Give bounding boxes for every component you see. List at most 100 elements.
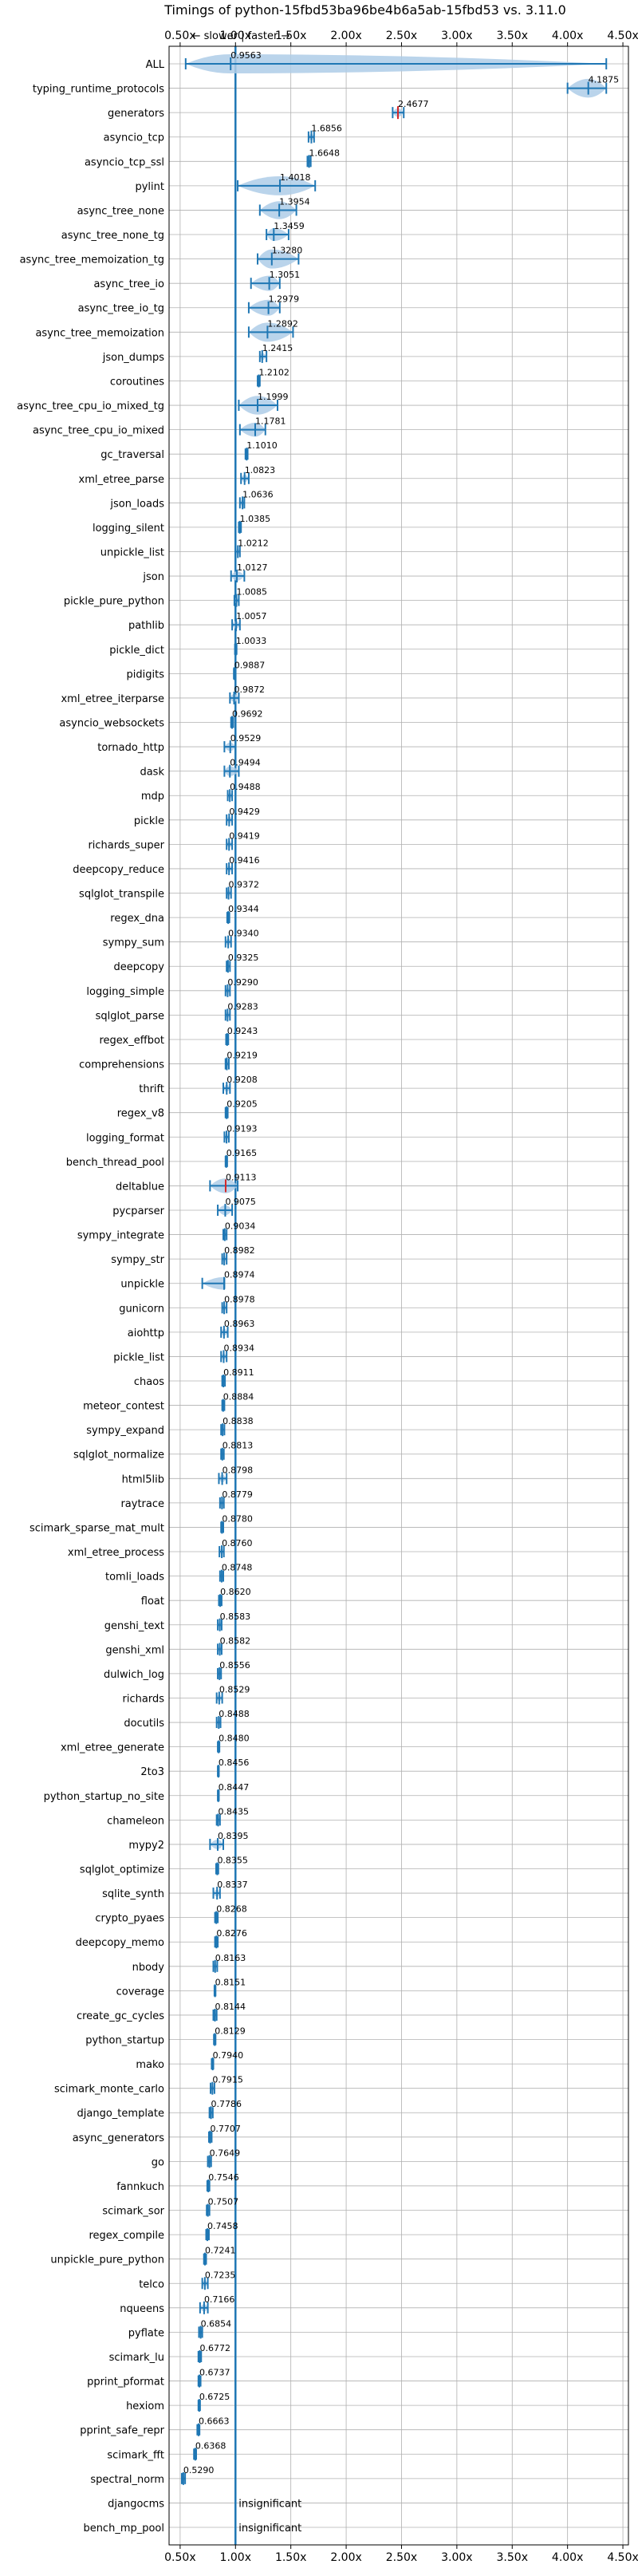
- benchmark-label: json_dumps: [102, 352, 164, 364]
- benchmark-label: coverage: [116, 1986, 164, 1998]
- benchmark-label: scimark_sparse_mat_mult: [30, 1522, 164, 1534]
- value-label: 0.9113: [226, 1172, 257, 1182]
- value-label: 1.2892: [267, 318, 298, 329]
- benchmark-label: telco: [139, 2278, 164, 2290]
- value-label: 1.2415: [262, 343, 293, 353]
- benchmark-label: xml_etree_iterparse: [61, 693, 164, 705]
- value-label: 1.3954: [279, 196, 310, 207]
- benchmark-label: logging_simple: [86, 986, 164, 998]
- x-tick-label-bottom: 1.50x: [275, 2551, 306, 2564]
- benchmark-label: unpickle_pure_python: [50, 2254, 164, 2266]
- benchmark-label: async_tree_none_tg: [61, 230, 164, 242]
- benchmark-labels: ALL typing_runtime_protocols generators asy…: [17, 59, 165, 2535]
- benchmark-label: meteor_contest: [83, 1401, 164, 1413]
- x-tick-label-bottom: 3.00x: [441, 2551, 472, 2564]
- value-label: 0.8337: [217, 1880, 248, 1890]
- x-tick-label-bottom: 3.50x: [497, 2551, 528, 2564]
- value-label: 0.7546: [208, 2172, 239, 2183]
- value-labels: 0.9563 4.1875 2.4677 1.6856 1.6648 1.4018 1.39…: [183, 50, 619, 2535]
- benchmark-label: html5lib: [122, 1473, 164, 1485]
- benchmark-label: create_gc_cycles: [77, 2010, 164, 2022]
- benchmark-label: python_startup_no_site: [44, 1791, 164, 1803]
- value-label: 0.7166: [204, 2294, 235, 2305]
- benchmark-label: bench_mp_pool: [83, 2523, 164, 2535]
- value-label: 0.5290: [183, 2465, 215, 2475]
- value-label: 0.8529: [219, 1684, 250, 1694]
- benchmark-label: sympy_integrate: [77, 1230, 164, 1242]
- value-label: 0.8556: [219, 1660, 250, 1671]
- value-label: 0.8488: [219, 1709, 250, 1719]
- value-label: 0.8395: [218, 1831, 249, 1841]
- benchmark-label: scimark_lu: [109, 2352, 164, 2364]
- value-label: 0.8480: [219, 1734, 250, 1744]
- value-label: 1.1010: [246, 440, 278, 451]
- benchmark-label: scimark_sor: [102, 2206, 164, 2218]
- benchmark-label: bench_thread_pool: [66, 1157, 164, 1169]
- value-label: 1.0033: [236, 636, 267, 646]
- benchmark-label: thrift: [139, 1083, 164, 1095]
- benchmark-label: sympy_str: [111, 1254, 164, 1266]
- benchmark-label: asyncio_websockets: [59, 718, 164, 730]
- benchmark-label: regex_effbot: [99, 1035, 164, 1047]
- x-tick-label-bottom: 1.00x: [220, 2551, 251, 2564]
- value-label: 0.9205: [226, 1099, 258, 1110]
- x-tick-label-bottom: 2.50x: [386, 2551, 417, 2564]
- value-label: 0.9034: [225, 1221, 256, 1232]
- benchmark-label: aiohttp: [128, 1327, 164, 1339]
- value-label: 1.2102: [258, 367, 289, 377]
- benchmark-label: pickle_dict: [109, 645, 164, 657]
- benchmark-label: 2to3: [140, 1766, 164, 1778]
- value-label: 0.8838: [223, 1416, 254, 1426]
- value-label: 1.6648: [309, 148, 341, 158]
- benchmark-label: gc_traversal: [100, 449, 164, 461]
- value-label: 0.9340: [228, 929, 259, 939]
- benchmark-label: asyncio_tcp_ssl: [85, 156, 164, 168]
- plot-frame: [168, 45, 629, 2546]
- x-tick-label-bottom: 0.50x: [164, 2551, 195, 2564]
- benchmark-label: async_tree_none: [77, 205, 164, 217]
- benchmark-label: spectral_norm: [90, 2474, 164, 2486]
- value-label: 0.8813: [223, 1441, 254, 1451]
- benchmark-label: xml_etree_process: [68, 1547, 164, 1559]
- benchmark-label: nqueens: [120, 2303, 164, 2315]
- value-label: 0.8620: [220, 1587, 251, 1597]
- benchmark-label: sqlite_synth: [102, 1888, 164, 1900]
- value-label: 0.8163: [215, 1953, 246, 1963]
- value-label: 0.8583: [220, 1611, 251, 1622]
- benchmark-label: dulwich_log: [104, 1669, 164, 1681]
- benchmark-label: pickle_pure_python: [64, 596, 164, 608]
- x-tick-label-top: 2.50x: [386, 30, 417, 42]
- benchmark-label: sqlglot_optimize: [80, 1864, 164, 1876]
- value-label: 0.9075: [225, 1197, 256, 1207]
- benchmark-label: genshi_xml: [105, 1644, 164, 1656]
- value-label: 0.9193: [226, 1123, 258, 1134]
- benchmark-label: djangocms: [108, 2498, 164, 2510]
- value-label: 0.8760: [222, 1538, 253, 1548]
- benchmark-label: float: [141, 1596, 164, 1608]
- benchmark-label: deepcopy: [113, 961, 164, 973]
- benchmark-label: fannkuch: [116, 2181, 164, 2193]
- benchmark-label: deltablue: [116, 1181, 164, 1193]
- benchmark-label: gunicorn: [119, 1303, 164, 1315]
- x-axis-top: 0.50x 1.00x 1.50x 2.00x 2.50x 3.00x 3.50x 4.00x…: [164, 30, 638, 46]
- benchmark-label: sympy_sum: [103, 937, 164, 949]
- value-label: 1.2979: [269, 294, 300, 305]
- benchmark-label: django_template: [77, 2108, 164, 2120]
- value-label: 1.0085: [236, 587, 267, 598]
- x-tick-label-top: 1.00x: [220, 30, 251, 42]
- direction-label: ← slower | faster →: [192, 30, 290, 42]
- value-label: 0.8144: [215, 2002, 246, 2012]
- benchmark-label: tornado_http: [97, 742, 164, 754]
- value-label: 0.7458: [207, 2221, 238, 2231]
- benchmark-label: sympy_expand: [86, 1425, 164, 1437]
- value-label: 0.8978: [224, 1294, 255, 1304]
- x-tick-label-top: 2.00x: [330, 30, 361, 42]
- x-tick-label-bottom: 4.50x: [607, 2551, 638, 2564]
- value-label: 0.8798: [223, 1465, 254, 1475]
- value-label: 0.8974: [224, 1270, 255, 1280]
- benchmark-label: async_tree_memoization: [35, 327, 164, 339]
- value-label: 0.9563: [230, 50, 262, 61]
- chart-title: Timings of python-15fbd53ba96be4b6a5ab-1…: [163, 2, 566, 18]
- value-label: 0.7507: [208, 2197, 239, 2207]
